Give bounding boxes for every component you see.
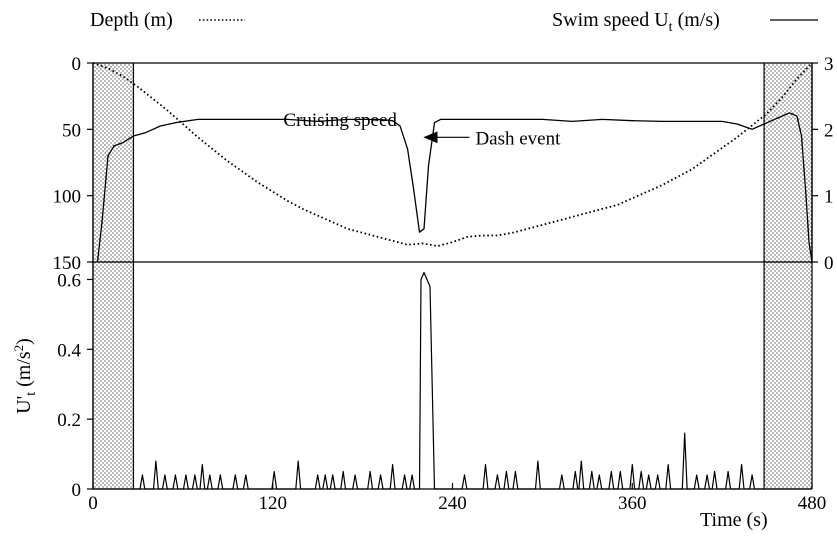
annotation-dash-event: Dash event <box>475 128 561 149</box>
shaded-interval-1 <box>93 63 134 489</box>
time-tick-label: 360 <box>618 493 647 514</box>
time-tick-label: 120 <box>259 493 288 514</box>
panel-frames <box>92 62 813 490</box>
depth-tick-label: 50 <box>62 120 81 141</box>
legend-depth-label: Depth (m) <box>90 9 173 31</box>
acceleration-tick-label: 0.6 <box>57 270 81 291</box>
time-tick-label: 240 <box>438 493 467 514</box>
time-tick-label: 0 <box>88 493 98 514</box>
depth-tick-label: 150 <box>53 253 82 274</box>
legend-speed-label: Swim speed Ut (m/s) <box>552 9 720 35</box>
speed-tick-label: 3 <box>824 54 834 75</box>
speed-tick-label: 2 <box>824 120 834 141</box>
acceleration-tick-label: 0.2 <box>57 410 81 431</box>
speed-tick-label: 0 <box>824 253 834 274</box>
bottom-y-axis-label: U't (m/s2) <box>11 338 39 414</box>
depth-tick-label: 100 <box>53 187 82 208</box>
top-panel-series <box>92 62 813 263</box>
shaded-intervals <box>92 63 813 489</box>
bottom-panel-series <box>93 271 812 490</box>
x-axis-label: Time (s) <box>700 509 768 531</box>
speed-series-line <box>96 112 813 263</box>
speed-tick-label: 1 <box>824 187 834 208</box>
depth-tick-label: 0 <box>72 54 82 75</box>
acceleration-tick-label: 0 <box>72 480 82 501</box>
time-tick-label: 480 <box>798 493 827 514</box>
acceleration-series-line <box>93 271 812 490</box>
depth-series-line <box>92 62 813 247</box>
legend-speed-subscript: t <box>669 20 673 35</box>
shaded-interval-2 <box>764 63 812 489</box>
acceleration-tick-label: 0.4 <box>57 340 81 361</box>
annotation-cruising-speed: Cruising speed <box>283 110 397 131</box>
axis-ticks: 0 50 100 150 0 1 2 3 0 0.2 0.4 0.6 0 120 240 360 480 <box>53 54 834 514</box>
